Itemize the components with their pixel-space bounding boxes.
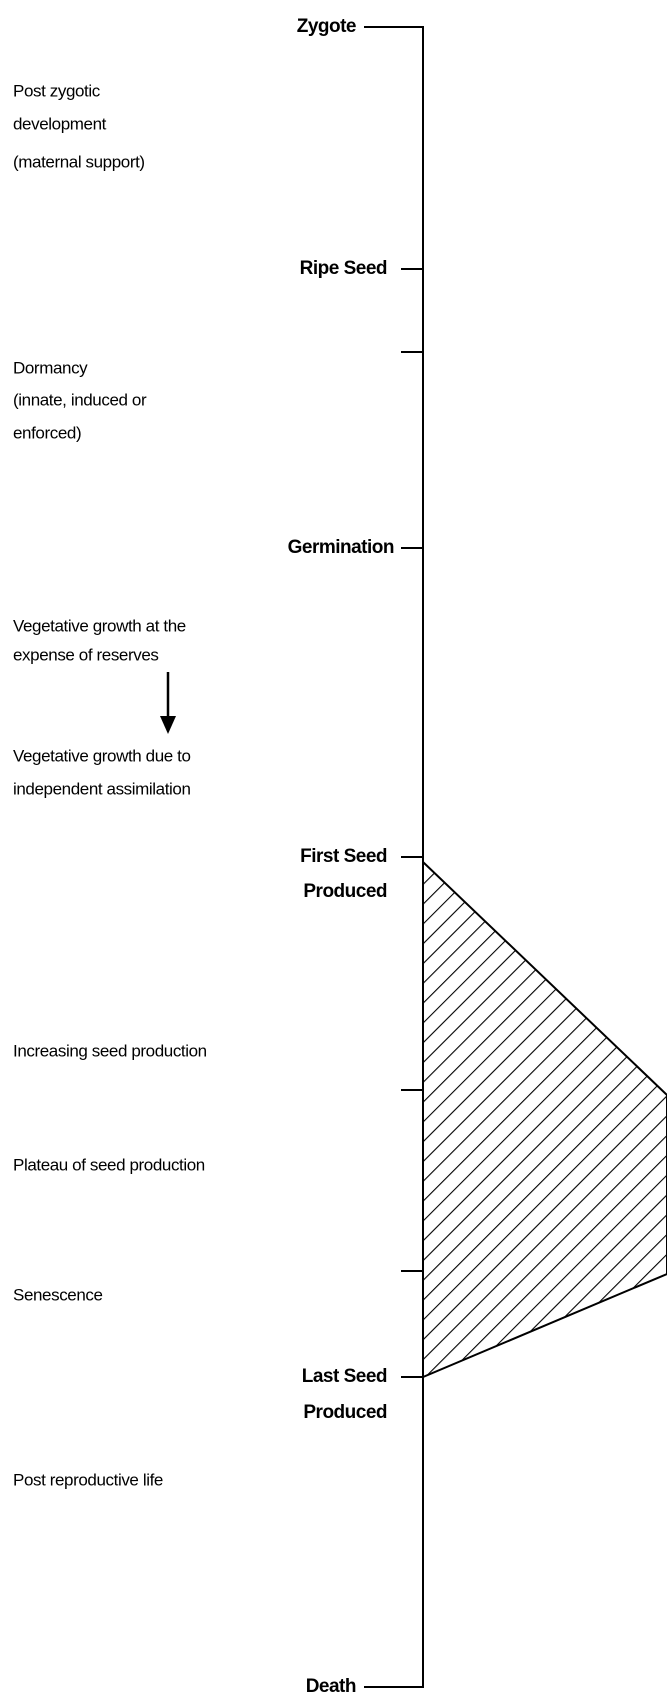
stage-label: Germination [288, 537, 394, 558]
description: Increasing seed production [13, 1041, 207, 1060]
stage-label: Last Seed [302, 1366, 387, 1387]
seed-production-area [422, 859, 667, 1379]
stage-label: Zygote [297, 16, 356, 37]
description: (innate, induced or [13, 390, 147, 409]
stage-label: Produced [303, 1402, 387, 1423]
stage-label: First Seed [300, 846, 387, 867]
description: development [13, 114, 107, 133]
description: Dormancy [13, 358, 88, 377]
stage-label: Ripe Seed [300, 258, 387, 279]
description: Vegetative growth due to [13, 746, 191, 765]
description: enforced) [13, 423, 81, 442]
stage-label: Death [306, 1676, 356, 1697]
description: Plateau of seed production [13, 1155, 205, 1174]
description: Vegetative growth at the [13, 616, 186, 635]
stage-label: Produced [303, 881, 387, 902]
description: independent assimilation [13, 779, 191, 798]
description: (maternal support) [13, 152, 145, 171]
description: Senescence [13, 1285, 103, 1304]
description: expense of reserves [13, 645, 158, 664]
description: Post zygotic [13, 81, 101, 100]
description: Post reproductive life [13, 1470, 163, 1489]
axis-ticks [401, 268, 423, 1378]
transition-arrow [160, 672, 176, 734]
